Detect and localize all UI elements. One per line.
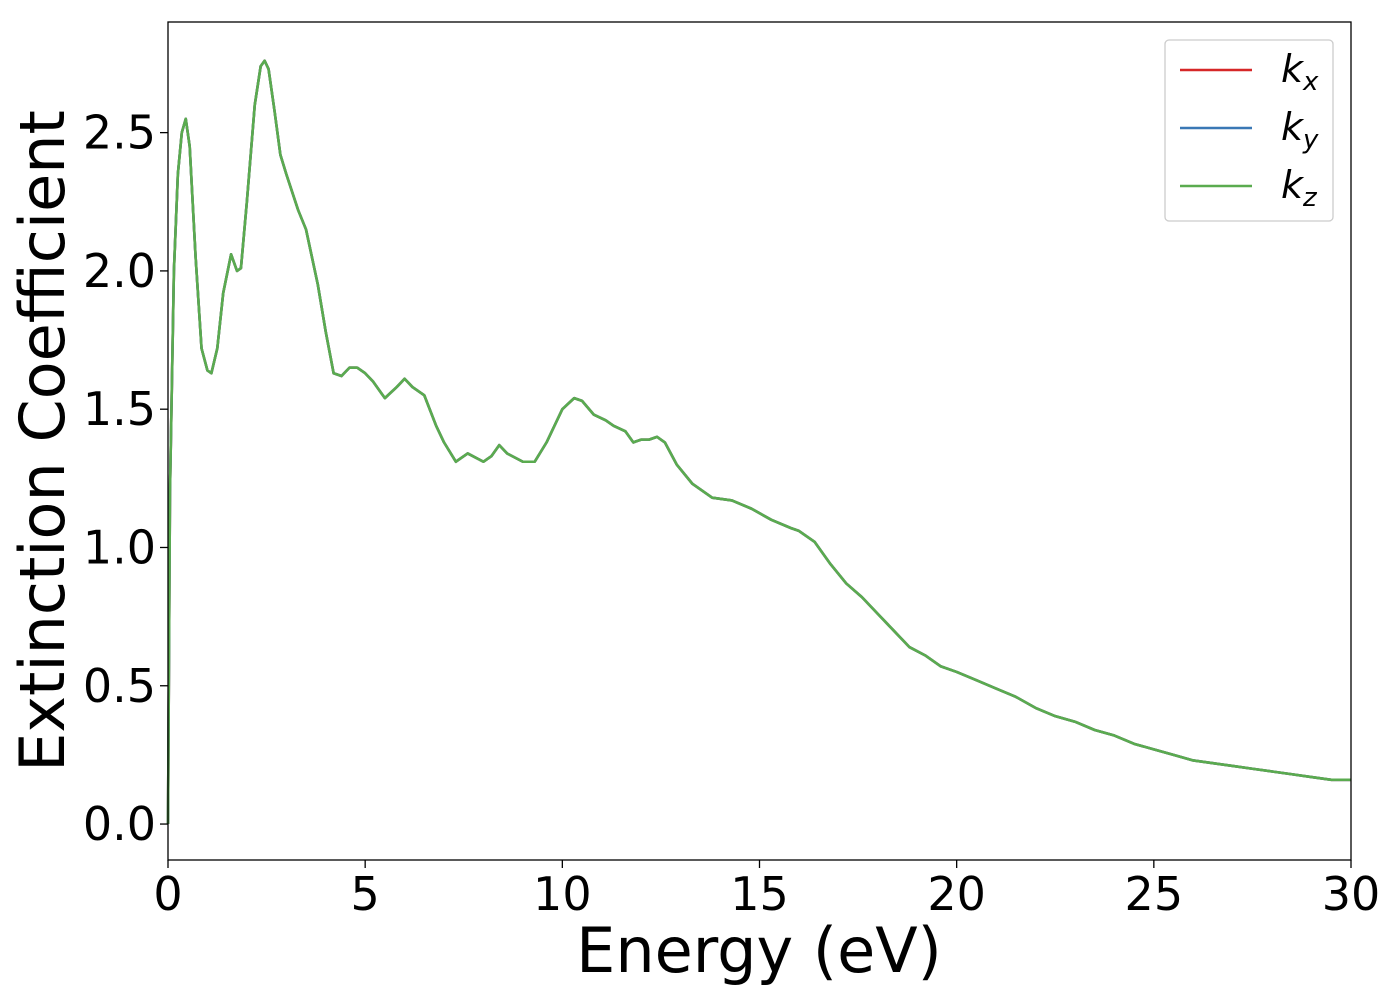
y-tick-label: 1.5: [83, 382, 156, 436]
x-tick-label: 30: [1322, 867, 1381, 921]
legend-label-kz: kz: [1281, 163, 1318, 213]
y-tick-label: 0.0: [83, 797, 156, 851]
series-line-kz: [166, 59, 1351, 825]
x-tick-label: 10: [533, 867, 592, 921]
x-tick-label: 15: [730, 867, 789, 921]
y-tick-label: 2.5: [83, 106, 156, 160]
y-axis-label: Extinction Coefficient: [6, 110, 79, 772]
legend-box: [1164, 39, 1334, 222]
x-tick-label: 20: [927, 867, 986, 921]
y-tick-label: 0.5: [83, 659, 156, 713]
y-axis: 0.0 0.5 1.0 1.5 2.0 2.5: [83, 106, 168, 851]
plot-lines: [166, 59, 1351, 825]
legend-label-kx: kx: [1281, 47, 1319, 97]
x-axis-label: Energy (eV): [576, 914, 942, 987]
y-tick-label: 1.0: [83, 520, 156, 574]
x-tick-label: 25: [1125, 867, 1184, 921]
legend-label-ky: ky: [1281, 105, 1319, 155]
x-tick-label: 0: [153, 867, 182, 921]
y-tick-label: 2.0: [83, 244, 156, 298]
legend: kx ky kz: [1164, 39, 1334, 222]
x-tick-label: 5: [351, 867, 380, 921]
x-axis: 0 5 10 15 20 25 30: [153, 860, 1380, 921]
